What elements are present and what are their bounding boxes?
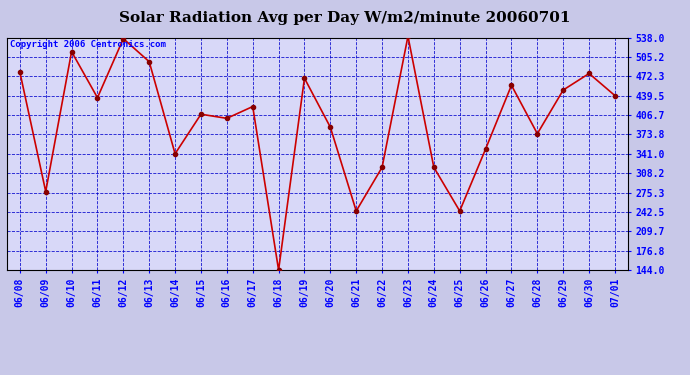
Text: Solar Radiation Avg per Day W/m2/minute 20060701: Solar Radiation Avg per Day W/m2/minute …	[119, 11, 571, 25]
Text: Copyright 2006 Centronics.com: Copyright 2006 Centronics.com	[10, 40, 166, 49]
